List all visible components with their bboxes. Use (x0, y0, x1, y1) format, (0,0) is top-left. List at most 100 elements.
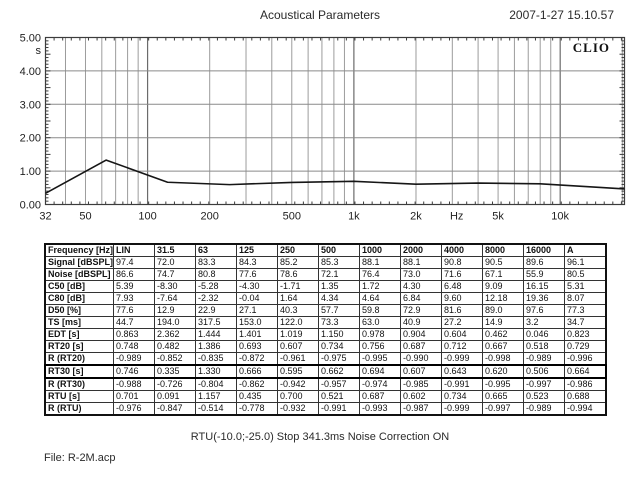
status-line: RTU(-10.0;-25.0) Stop 341.3ms Noise Corr… (190, 431, 450, 443)
table-cell: 12.18 (482, 292, 525, 305)
table-cell: 0.666 (236, 364, 279, 379)
table-cell: 317.5 (195, 316, 238, 329)
table-cell: 72.9 (400, 304, 443, 317)
x-tick-label: 32 (39, 211, 51, 223)
table-row[interactable]: RT20 [s] 0.748 0.482 1.386 0.693 0.607 0.734 0.… (44, 340, 607, 353)
row-label[interactable]: C50 [dB] (44, 280, 115, 293)
x-tick-label: 5k (492, 211, 504, 223)
table-cell: 0.700 (277, 390, 320, 403)
y-tick-label: 4.00 (20, 66, 41, 78)
row-label[interactable]: Noise [dBSPL] (44, 268, 115, 281)
column-header: 1000 (359, 243, 402, 257)
table-cell: 12.9 (154, 304, 197, 317)
table-cell: -0.961 (277, 352, 320, 366)
table-cell: -0.998 (482, 352, 525, 366)
table-row[interactable]: TS [ms] 44.7 194.0 317.5 153.0 122.0 73.3 63.0 4… (44, 316, 607, 329)
table-cell: 34.7 (564, 316, 607, 329)
table-cell: 76.4 (359, 268, 402, 281)
table-cell: -0.872 (236, 352, 279, 366)
table-cell: 7.93 (113, 292, 156, 305)
y-tick-label: 0.00 (20, 200, 41, 212)
table-cell: 86.6 (113, 268, 156, 281)
table-cell: 27.1 (236, 304, 279, 317)
column-header: 16000 (523, 243, 566, 257)
table-cell: 90.8 (441, 256, 484, 269)
table-cell: 8.07 (564, 292, 607, 305)
table-cell: 0.863 (113, 328, 156, 341)
table-cell: 81.6 (441, 304, 484, 317)
column-header: 8000 (482, 243, 525, 257)
table-cell: 88.1 (359, 256, 402, 269)
row-label[interactable]: R (RTU) (44, 402, 115, 416)
table-cell: 1.019 (277, 328, 320, 341)
row-label[interactable]: RT30 [s] (44, 364, 115, 379)
table-row[interactable]: R (RT20) -0.989 -0.852 -0.835 -0.872 -0.961 -0… (44, 352, 607, 366)
table-row[interactable]: Signal [dBSPL] 97.4 72.0 83.3 84.3 85.2 85.3 88… (44, 256, 607, 269)
table-header-row: Frequency [Hz] LIN 31.5 63 125 250 500 1000 2000… (44, 243, 607, 257)
row-label[interactable]: R (RT30) (44, 377, 115, 391)
table-cell: 1.444 (195, 328, 238, 341)
table-cell: 0.694 (359, 364, 402, 379)
table-cell: 0.712 (441, 340, 484, 353)
table-row[interactable]: RT30 [s] 0.746 0.335 1.330 0.666 0.595 0.662 0.… (44, 364, 607, 379)
table-cell: 0.482 (154, 340, 197, 353)
column-header: 63 (195, 243, 238, 257)
table-cell: 0.746 (113, 364, 156, 379)
row-label[interactable]: RT20 [s] (44, 340, 115, 353)
x-tick-label: 10k (551, 211, 569, 223)
table-cell: 1.401 (236, 328, 279, 341)
table-cell: 4.34 (318, 292, 361, 305)
table-cell: 0.620 (482, 364, 525, 379)
table-cell: -0.995 (482, 377, 525, 391)
table-row[interactable]: Noise [dBSPL] 86.6 74.7 80.8 77.6 78.6 72.1 76.… (44, 268, 607, 281)
row-label[interactable]: EDT [s] (44, 328, 115, 341)
table-cell: 77.6 (236, 268, 279, 281)
table-cell: 85.3 (318, 256, 361, 269)
table-cell: 72.1 (318, 268, 361, 281)
table-cell: -0.804 (195, 377, 238, 391)
column-header: 31.5 (154, 243, 197, 257)
table-cell: 22.9 (195, 304, 238, 317)
table-cell: -0.989 (523, 402, 566, 416)
table-cell: -0.514 (195, 402, 238, 416)
row-label[interactable]: RTU [s] (44, 390, 115, 403)
table-row[interactable]: C50 [dB] 5.39 -8.30 -5.28 -4.30 -1.71 1.35 1.72… (44, 280, 607, 293)
table-row[interactable]: C80 [dB] 7.93 -7.64 -2.32 -0.04 1.64 4.34 4.64 6… (44, 292, 607, 305)
measurement-datetime: 2007-1-27 15.10.57 (509, 8, 614, 22)
table-row[interactable]: RTU [s] 0.701 0.091 1.157 0.435 0.700 0.521 0.6… (44, 390, 607, 403)
column-header: 250 (277, 243, 320, 257)
table-cell: -0.942 (277, 377, 320, 391)
table-cell: -0.975 (318, 352, 361, 366)
row-label[interactable]: TS [ms] (44, 316, 115, 329)
table-cell: -0.835 (195, 352, 238, 366)
table-cell: 88.1 (400, 256, 443, 269)
x-tick-label: 200 (201, 211, 219, 223)
table-row[interactable]: R (RTU) -0.976 -0.847 -0.514 -0.778 -0.932 -0.… (44, 402, 607, 416)
table-cell: -0.997 (482, 402, 525, 416)
table-row[interactable]: R (RT30) -0.988 -0.726 -0.804 -0.862 -0.942 -0… (44, 377, 607, 391)
table-cell: -0.993 (359, 402, 402, 416)
table-cell: 0.693 (236, 340, 279, 353)
table-cell: -0.986 (564, 377, 607, 391)
table-cell: 0.523 (523, 390, 566, 403)
y-tick-label: 2.00 (20, 133, 41, 145)
table-cell: 1.35 (318, 280, 361, 293)
row-label[interactable]: Signal [dBSPL] (44, 256, 115, 269)
row-label[interactable]: D50 [%] (44, 304, 115, 317)
table-cell: 57.7 (318, 304, 361, 317)
table-cell: -0.932 (277, 402, 320, 416)
row-label[interactable]: R (RT20) (44, 352, 115, 366)
table-cell: 0.665 (482, 390, 525, 403)
table-row[interactable]: EDT [s] 0.863 2.362 1.444 1.401 1.019 1.150 0.9… (44, 328, 607, 341)
table-cell: -0.974 (359, 377, 402, 391)
table-cell: 73.0 (400, 268, 443, 281)
table-cell: 0.335 (154, 364, 197, 379)
table-cell: 71.6 (441, 268, 484, 281)
row-label[interactable]: C80 [dB] (44, 292, 115, 305)
rt30-curve (45, 159, 625, 195)
x-tick-label: 50 (79, 211, 91, 223)
table-cell: 1.72 (359, 280, 402, 293)
table-cell: 9.09 (482, 280, 525, 293)
table-row[interactable]: D50 [%] 77.6 12.9 22.9 27.1 40.3 57.7 59.8 72.9 8… (44, 304, 607, 317)
